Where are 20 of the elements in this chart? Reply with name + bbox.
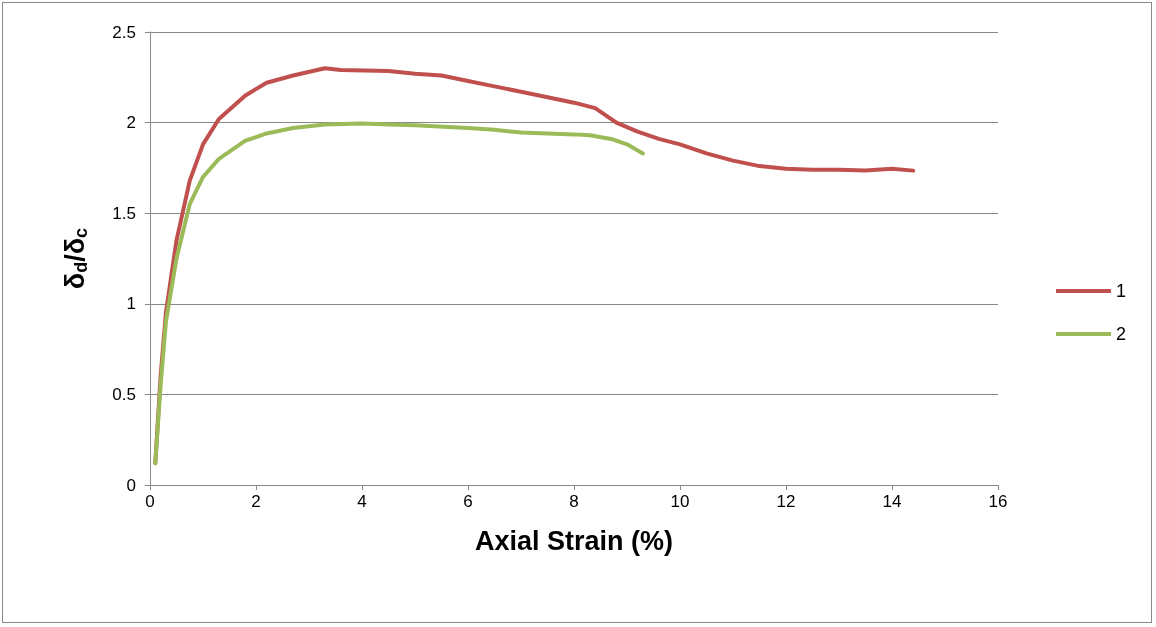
x-tick-label: 10: [670, 492, 690, 511]
line-series: [153, 121, 645, 466]
legend-label: 1: [1115, 281, 1126, 301]
x-tick-label: 4: [357, 492, 367, 511]
x-tick-label: 6: [463, 492, 473, 511]
x-tick-label: 8: [569, 492, 579, 511]
y-tick-label: 2.5: [112, 22, 136, 42]
y-tick-label: 0: [126, 475, 136, 495]
y-tick-label: 1: [126, 294, 136, 314]
x-axis-title: Axial Strain (%): [474, 525, 674, 556]
legend-label: 2: [1115, 324, 1126, 344]
y-tick-label: 1.5: [112, 203, 136, 223]
y-axis-title: δd/δc: [60, 227, 91, 290]
x-tick-label: 14: [882, 492, 902, 511]
x-tick-label: 0: [145, 492, 155, 511]
x-tick-label: 12: [776, 492, 796, 511]
x-tick-label: 2: [251, 492, 261, 511]
x-tick-label: 16: [988, 492, 1008, 511]
y-tick-label: 2: [126, 113, 136, 133]
y-tick-label: 0.5: [112, 384, 136, 404]
